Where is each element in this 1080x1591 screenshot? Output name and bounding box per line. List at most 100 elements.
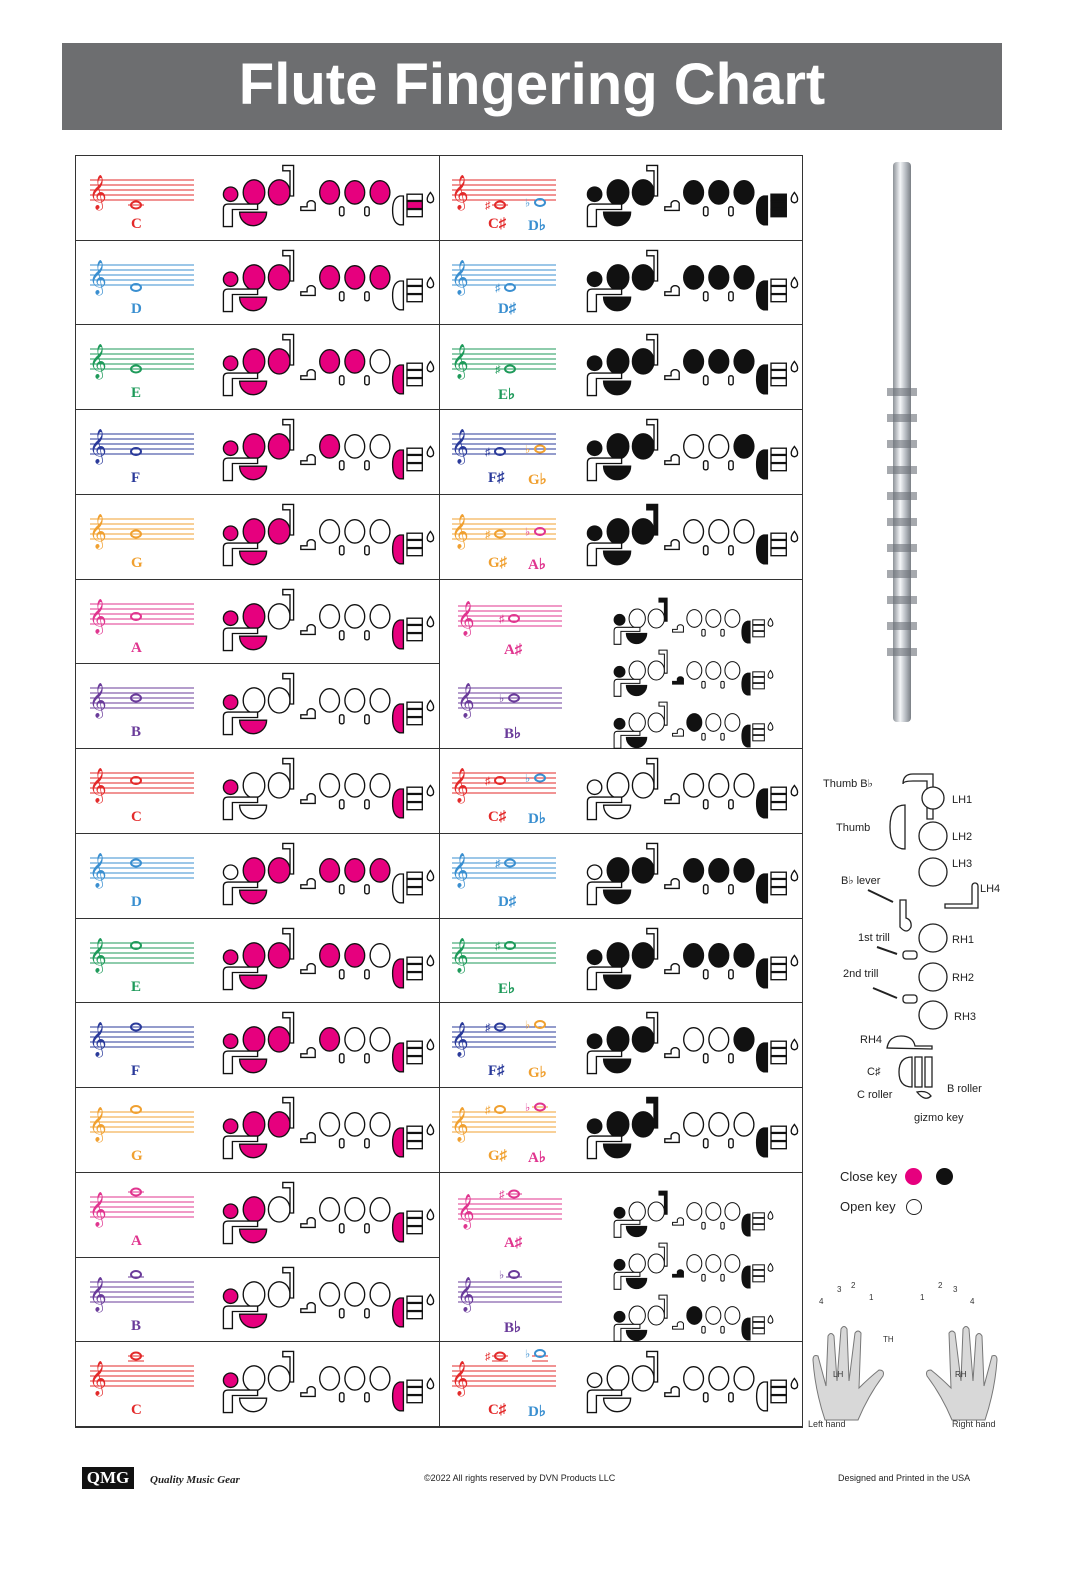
key-lh3 (267, 263, 291, 291)
key-lh2 (242, 518, 266, 545)
key-rh1 (686, 1201, 703, 1221)
key-rh1 (319, 264, 341, 290)
key-trill-1 (702, 1053, 709, 1064)
key-roller-3 (406, 1310, 423, 1319)
key-rh4 (741, 1265, 751, 1289)
key-roller-2 (770, 200, 787, 210)
key-lh2 (606, 179, 630, 206)
key-rh4 (391, 195, 405, 226)
note-name: B (131, 1317, 142, 1334)
key-gizmo (426, 191, 435, 204)
key-lh3 (631, 433, 655, 460)
key-trill-1 (338, 1053, 345, 1064)
note-head (504, 858, 516, 868)
note-name: A♯ (504, 641, 523, 658)
note-head (508, 1269, 520, 1279)
key-thumb (238, 1397, 268, 1413)
key-rh3 (724, 712, 741, 732)
key-thumb-lever (613, 1323, 641, 1342)
key-roller-2 (770, 285, 787, 294)
key-roller-3 (752, 734, 765, 741)
key-rh3 (369, 688, 391, 714)
lh4-key (944, 882, 979, 909)
key-lh4 (300, 1216, 316, 1228)
key-thumb-bb (658, 1242, 668, 1267)
key-trill-1 (701, 1273, 706, 1282)
key-roller-2 (406, 454, 423, 464)
treble-clef-icon: 𝄞 (89, 853, 107, 889)
key-trill-2 (728, 206, 734, 217)
key-thumb-lever (222, 1304, 259, 1329)
key-label: RH2 (952, 972, 974, 984)
key-thumb (602, 1058, 632, 1074)
key-lh3 (267, 348, 291, 376)
key-trill-2 (728, 883, 734, 895)
key-rh2 (708, 1027, 730, 1053)
key-trill-1 (702, 1138, 709, 1149)
note-name: C (131, 809, 142, 826)
key-roller-1 (770, 1040, 787, 1049)
key-gizmo (426, 615, 435, 628)
hand-label: 4 (970, 1297, 975, 1306)
note-name: A (131, 639, 142, 656)
key-thumb (625, 684, 648, 696)
note-row-g: 𝄞 G (76, 494, 440, 580)
key-rh4 (741, 620, 751, 644)
note-staff: 𝄞 ♯ (457, 1189, 562, 1230)
note-head (534, 1102, 546, 1112)
key-rh1 (319, 1112, 341, 1137)
rh3-key (918, 1000, 948, 1030)
key-trill-1 (338, 290, 345, 302)
key-roller-2 (770, 1132, 787, 1142)
key-lh1 (586, 355, 603, 372)
key-rh4 (755, 280, 769, 311)
fingering-diagram (586, 1350, 799, 1414)
key-thumb-lever (613, 626, 641, 645)
key-rh1 (319, 942, 341, 968)
note-name: F (131, 470, 141, 487)
key-rh2 (344, 857, 366, 883)
treble-clef-icon: 𝄞 (451, 1107, 469, 1143)
note-staff: 𝄞 (89, 768, 194, 804)
open-key-icon (906, 1199, 922, 1215)
treble-clef-icon: 𝄞 (451, 175, 469, 211)
key-roller-1 (406, 447, 423, 456)
treble-clef-icon: 𝄞 (457, 601, 475, 637)
key-rh1 (683, 518, 705, 544)
note-head (130, 364, 142, 374)
key-roller-1 (406, 786, 423, 795)
note-staff: 𝄞 (89, 599, 194, 635)
key-thumb (238, 1228, 268, 1244)
hand-label: 4 (819, 1297, 824, 1306)
accidental: ♯ (499, 613, 505, 625)
treble-clef-icon: 𝄞 (457, 683, 475, 719)
sidebar: Thumb B♭ Thumb LH1 LH2 LH3 LH4 B♭ lever 1st tri… (805, 150, 1080, 1450)
key-rh2 (344, 1112, 366, 1137)
key-gizmo (767, 721, 774, 731)
key-roller-3 (770, 378, 787, 387)
key-rh1 (319, 180, 341, 205)
key-trill-1 (701, 732, 706, 741)
key-lh2 (628, 660, 646, 681)
fingering-diagram (613, 597, 774, 645)
accidental-row: 𝄞 ♯ D♯ (440, 833, 803, 919)
key-trill-2 (364, 1053, 370, 1064)
key-thumb-lever (222, 288, 259, 312)
key-rh4 (741, 724, 751, 748)
c-roller (914, 1056, 923, 1088)
key-lh4 (664, 1047, 680, 1059)
key-rh4 (755, 364, 769, 395)
key-trill-2 (364, 290, 370, 302)
note-name: D♭ (528, 811, 546, 828)
key-thumb-lever (586, 1135, 623, 1160)
treble-clef-icon: 𝄞 (451, 768, 469, 804)
key-roller-1 (770, 278, 787, 286)
note-name: F (131, 1063, 141, 1080)
key-thumb (625, 736, 648, 748)
note-row-g: 𝄞 G (76, 1088, 440, 1173)
key-rh4 (391, 534, 405, 565)
key-rh2 (708, 1112, 730, 1137)
key-label: LH3 (952, 858, 972, 870)
key-rh1 (319, 1281, 341, 1307)
trill-1-key (902, 950, 918, 960)
